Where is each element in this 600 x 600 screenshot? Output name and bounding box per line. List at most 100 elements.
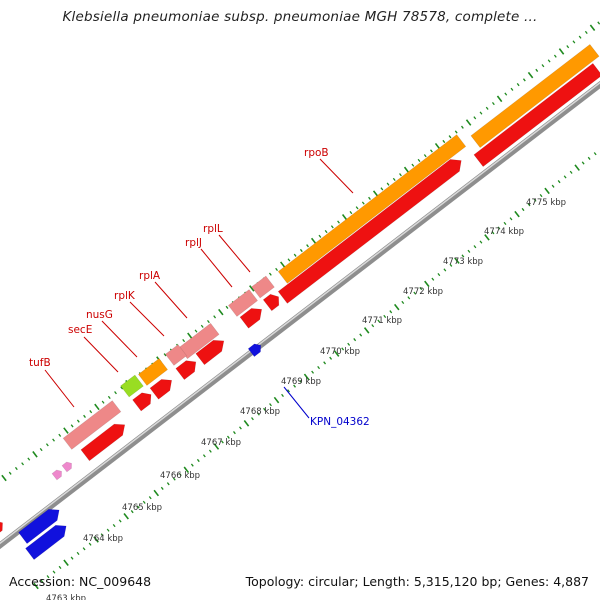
inner-tick	[123, 513, 129, 520]
inner-tick	[431, 277, 435, 281]
inner-tick	[539, 193, 543, 198]
inner-tick	[33, 582, 39, 590]
outer-tick	[372, 190, 379, 197]
inner-tick	[220, 440, 224, 444]
leader-line-rplK	[129, 301, 165, 337]
inner-tick	[202, 454, 206, 458]
leader-line-tufB	[44, 369, 75, 408]
outer-tick	[293, 253, 297, 257]
outer-tick	[76, 419, 80, 423]
inner-tick	[293, 384, 296, 388]
leader-line-nusG	[101, 320, 138, 358]
genome-backbone	[0, 80, 600, 550]
inner-tick	[323, 361, 327, 365]
kbp-tick-label: 4764 kbp	[83, 534, 123, 544]
inner-tick	[527, 203, 531, 207]
inner-tick	[82, 547, 86, 551]
inner-tick	[557, 180, 561, 184]
gene-label-tufB: tufB	[29, 357, 51, 369]
outer-tick	[485, 106, 489, 110]
outer-tick	[337, 220, 340, 224]
outer-tick	[94, 403, 100, 411]
inner-tick	[153, 489, 160, 497]
inner-tick	[190, 463, 194, 467]
inner-tick	[166, 482, 170, 486]
inner-tick	[172, 477, 176, 481]
red-gene	[132, 392, 152, 412]
inner-tick	[551, 184, 555, 188]
inner-tick	[413, 291, 417, 295]
outer-tick	[101, 400, 105, 404]
inner-tick	[467, 249, 471, 253]
inner-tick	[299, 379, 302, 384]
inner-tick	[251, 417, 254, 421]
inner-tick	[183, 466, 190, 474]
leader-line-locus	[283, 386, 310, 419]
leader-line-rpoB	[319, 158, 354, 194]
outer-tick	[522, 78, 526, 82]
inner-tick	[341, 347, 345, 351]
inner-tick	[359, 333, 363, 337]
pink-gene-rplL	[251, 275, 275, 299]
outer-tick	[361, 201, 365, 205]
outer-tick	[465, 119, 472, 126]
inner-tick	[213, 443, 220, 450]
outer-tick	[578, 35, 582, 39]
red-gene	[195, 339, 225, 366]
inner-tick	[383, 314, 387, 318]
inner-tick	[514, 210, 520, 218]
outer-tick-marks	[1, 21, 600, 482]
inner-tick	[239, 426, 242, 430]
inner-tick	[160, 486, 164, 490]
kbp-tick-label: 4763 kbp	[46, 594, 86, 600]
kbp-tick-labels: 4763 kbp 4764 kbp 4765 kbp 4766 kbp 4767 kbp…	[46, 198, 566, 600]
outer-tick	[566, 45, 570, 49]
gene-label-rplA: rplA	[139, 270, 161, 282]
inner-tick	[581, 161, 585, 165]
outer-tick	[287, 258, 291, 262]
leader-line-rplJ	[200, 248, 233, 288]
blue-gene	[18, 508, 60, 545]
inner-tick	[263, 407, 266, 411]
inner-tick	[76, 551, 80, 556]
inner-tick	[257, 412, 260, 416]
orange-track-segment	[277, 134, 467, 284]
inner-tick	[497, 226, 501, 230]
outer-tick	[547, 59, 551, 63]
inner-tick	[46, 575, 50, 579]
pink-gene-rplK	[164, 344, 188, 366]
outer-tick	[194, 329, 198, 333]
outer-tick	[120, 386, 124, 390]
red-gene	[262, 293, 280, 312]
outer-tick	[318, 234, 322, 238]
outer-tick	[448, 135, 452, 139]
inner-tick	[317, 365, 321, 370]
outer-tick	[349, 210, 353, 215]
inner-tick	[52, 570, 56, 574]
outer-tick	[182, 338, 186, 343]
outer-tick	[411, 163, 415, 167]
inner-tick	[100, 533, 104, 537]
inner-tick	[479, 240, 483, 244]
inner-tick	[509, 217, 513, 221]
outer-tick	[496, 95, 503, 103]
outer-tick	[423, 154, 427, 158]
inner-tick	[437, 272, 441, 277]
inner-tick	[449, 263, 453, 267]
outer-tick	[584, 30, 588, 35]
inner-tick	[40, 579, 44, 583]
leader-line-rplL	[218, 234, 251, 273]
pink-gene-rplJ	[227, 289, 259, 317]
inner-tick	[311, 370, 315, 374]
red-gene-rpoC	[473, 62, 600, 168]
outer-tick	[21, 462, 25, 466]
gene-features	[0, 43, 600, 561]
inner-tick	[196, 458, 200, 463]
outer-tick	[479, 111, 483, 115]
locus-label: KPN_04362	[310, 416, 370, 428]
outer-tick	[207, 320, 210, 324]
inner-tick	[563, 175, 567, 179]
